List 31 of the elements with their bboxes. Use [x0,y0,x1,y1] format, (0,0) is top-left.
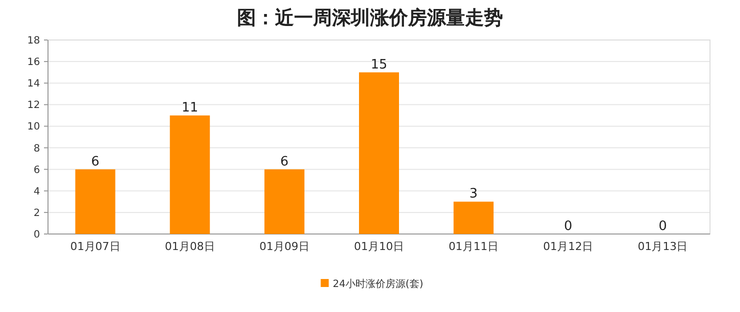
x-tick-label: 01月12日 [543,240,594,253]
y-tick-label: 0 [34,230,40,240]
data-label: 6 [91,154,100,170]
y-tick-label: 2 [34,208,40,219]
y-tick-label: 14 [27,78,40,90]
legend-label: 24小时涨价房源(套) [332,278,424,290]
y-tick-label: 4 [34,186,40,198]
bar [75,169,116,234]
x-tick-label: 01月10日 [354,240,404,253]
data-label: 0 [658,219,667,234]
x-tick-label: 01月11日 [448,240,499,253]
y-tick-label: 6 [34,164,40,176]
data-label: 3 [469,186,478,202]
y-tick-label: 8 [34,143,40,154]
bar [170,115,210,234]
y-tick-label: 16 [27,57,40,68]
bar [359,72,399,234]
data-label: 11 [182,100,198,116]
data-label: 6 [280,154,289,170]
data-label: 0 [564,219,572,234]
x-tick-label: 01月08日 [164,240,215,253]
x-tick-label: 01月09日 [259,240,310,253]
y-tick-label: 18 [27,36,40,46]
x-tick-label: 01月07日 [70,240,120,253]
data-label: 15 [370,57,388,72]
bar [454,202,494,234]
chart-title: 图：近一周深圳涨价房源量走势 [237,7,503,29]
y-tick-label: 12 [27,100,40,112]
x-tick-label: 01月13日 [638,240,688,253]
bar [264,169,304,234]
y-tick-label: 10 [27,122,40,133]
